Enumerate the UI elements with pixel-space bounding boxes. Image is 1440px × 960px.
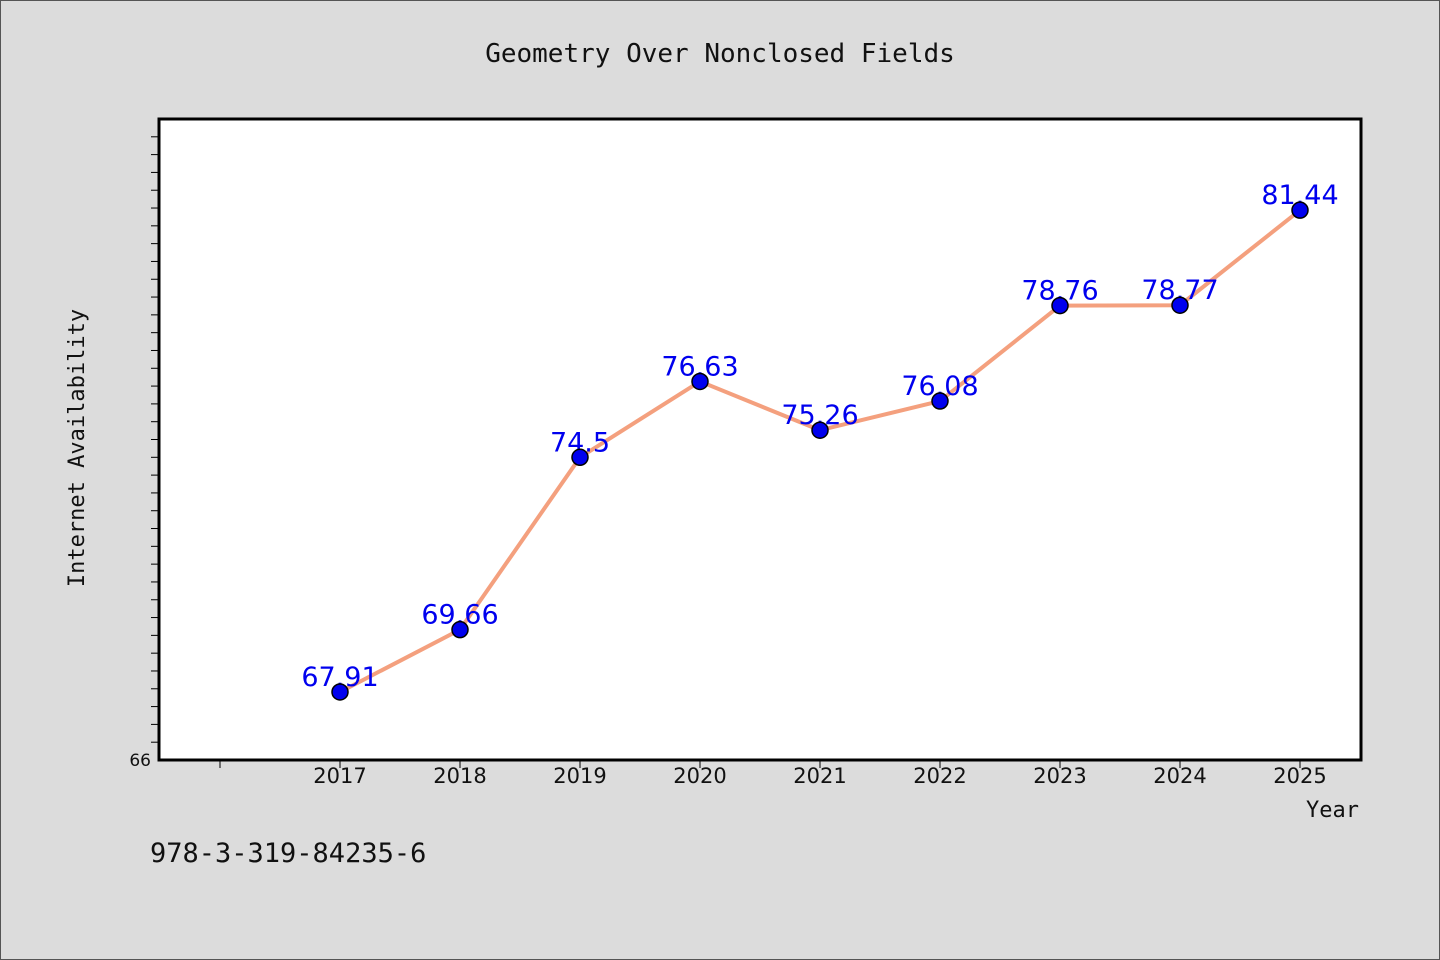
chart-title: Geometry Over Nonclosed Fields	[485, 39, 955, 69]
data-point	[331, 683, 349, 701]
data-point	[1291, 201, 1309, 219]
y-axis-ticks	[151, 136, 159, 743]
y-axis-label: Internet Availability	[65, 309, 90, 587]
data-point	[571, 448, 589, 467]
x-tick-label: 2021	[793, 764, 846, 788]
data-point	[811, 421, 829, 439]
x-tick-label: 2022	[913, 764, 966, 788]
data-point	[451, 620, 469, 639]
x-tick-label: 2019	[553, 764, 606, 788]
plot-area	[157, 117, 1363, 762]
x-tick-label: 2023	[1033, 764, 1086, 788]
x-axis-label: Year	[1306, 798, 1359, 823]
footnote-isbn: 978-3-319-84235-6	[150, 838, 426, 869]
data-point	[1051, 296, 1069, 315]
x-tick-label: 2017	[313, 764, 366, 788]
x-tick-label: 2024	[1153, 764, 1206, 788]
x-tick-label: 2018	[433, 764, 486, 788]
data-point	[691, 372, 709, 391]
data-point	[931, 392, 949, 410]
y-axis-min-label: 66	[129, 751, 151, 771]
data-point	[1171, 296, 1189, 314]
x-axis-ticks: 2017 2018 2019 2020 2021 2022 2023 2024 2025	[219, 760, 1327, 788]
data-markers	[331, 201, 1309, 701]
x-tick-label: 2025	[1273, 764, 1326, 788]
x-tick-label: 2020	[673, 764, 726, 788]
